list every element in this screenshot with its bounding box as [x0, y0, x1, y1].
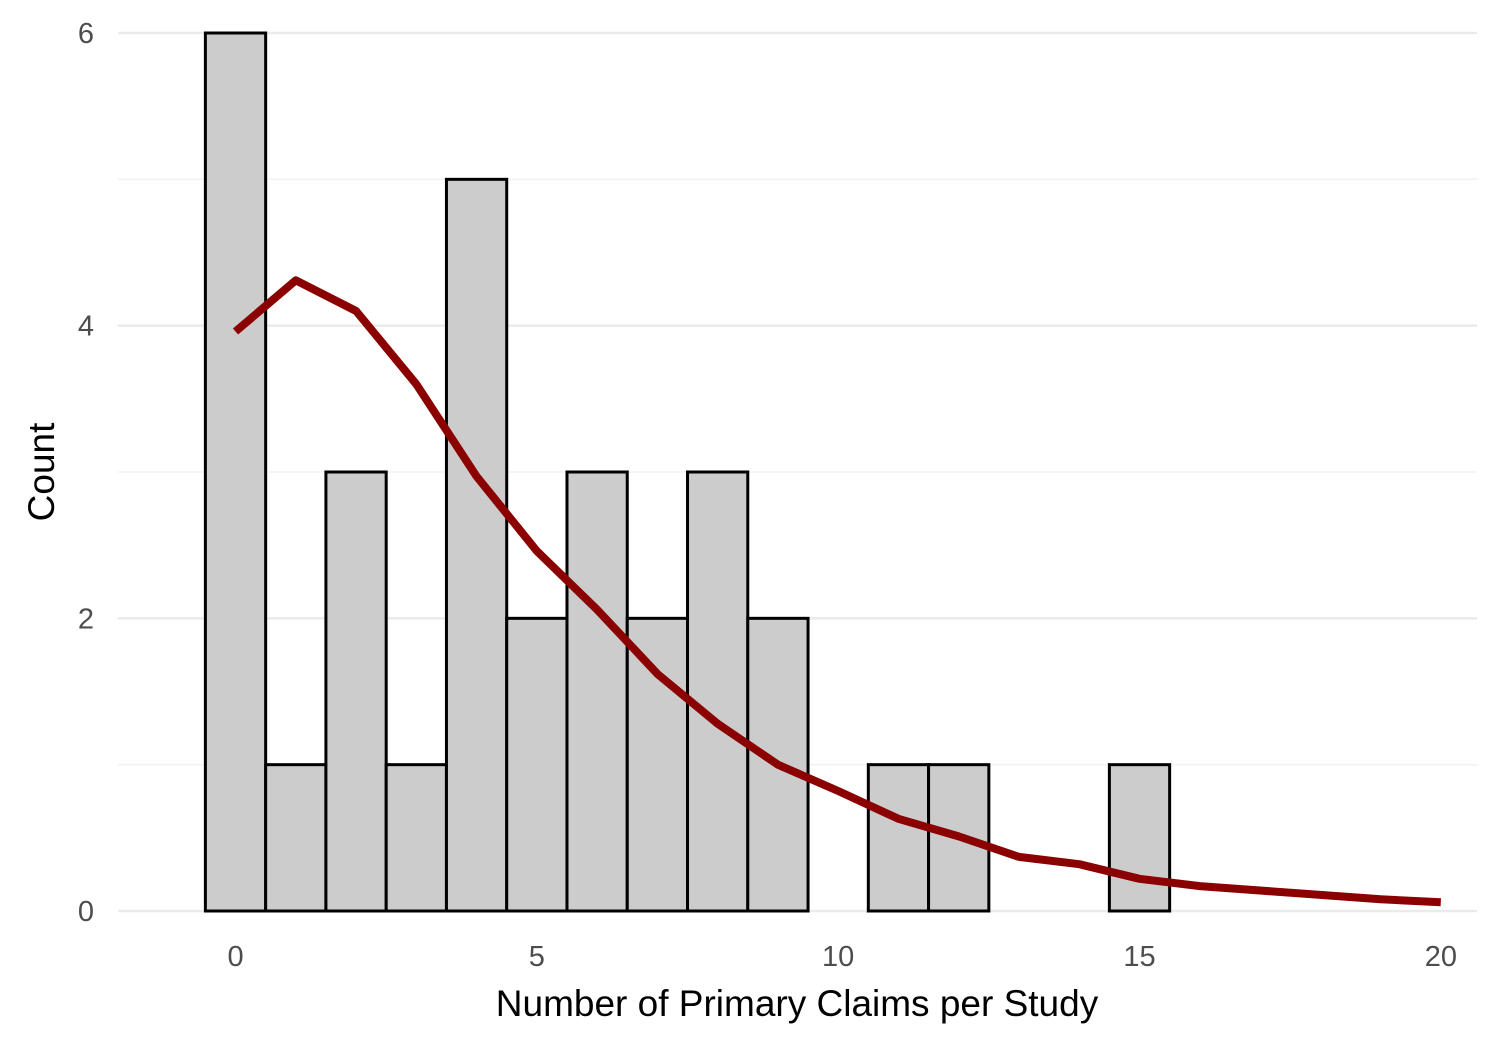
histogram-bar: [203, 31, 268, 913]
histogram-bar: [384, 763, 448, 913]
x-tick-label: 10: [822, 941, 854, 973]
histogram-bar: [866, 763, 931, 913]
histogram-bar: [686, 470, 750, 913]
density-curve: [232, 276, 1441, 907]
x-tick-label: 15: [1123, 941, 1155, 973]
x-tick-label: 20: [1425, 941, 1457, 973]
y-tick-label: 2: [78, 603, 94, 635]
y-tick-label: 4: [78, 311, 94, 343]
histogram-bar: [625, 616, 690, 913]
histogram-bar: [324, 470, 388, 913]
histogram-bar: [264, 763, 328, 913]
histogram-bar: [444, 177, 509, 913]
histogram-bar: [1107, 763, 1172, 913]
y-tick-label: 0: [78, 896, 94, 928]
x-axis-title: Number of Primary Claims per Study: [496, 983, 1099, 1024]
y-axis-title: Count: [21, 422, 62, 521]
x-tick-label: 5: [529, 941, 545, 973]
y-axis-ticks: 0 2 4 6: [78, 18, 94, 928]
histogram-bars: [203, 31, 1172, 913]
histogram-bar: [505, 616, 569, 913]
x-axis-ticks: 0 5 10 15 20: [227, 941, 1457, 973]
histogram-bar: [565, 470, 629, 913]
x-tick-label: 0: [227, 941, 243, 973]
y-tick-label: 6: [78, 18, 94, 50]
